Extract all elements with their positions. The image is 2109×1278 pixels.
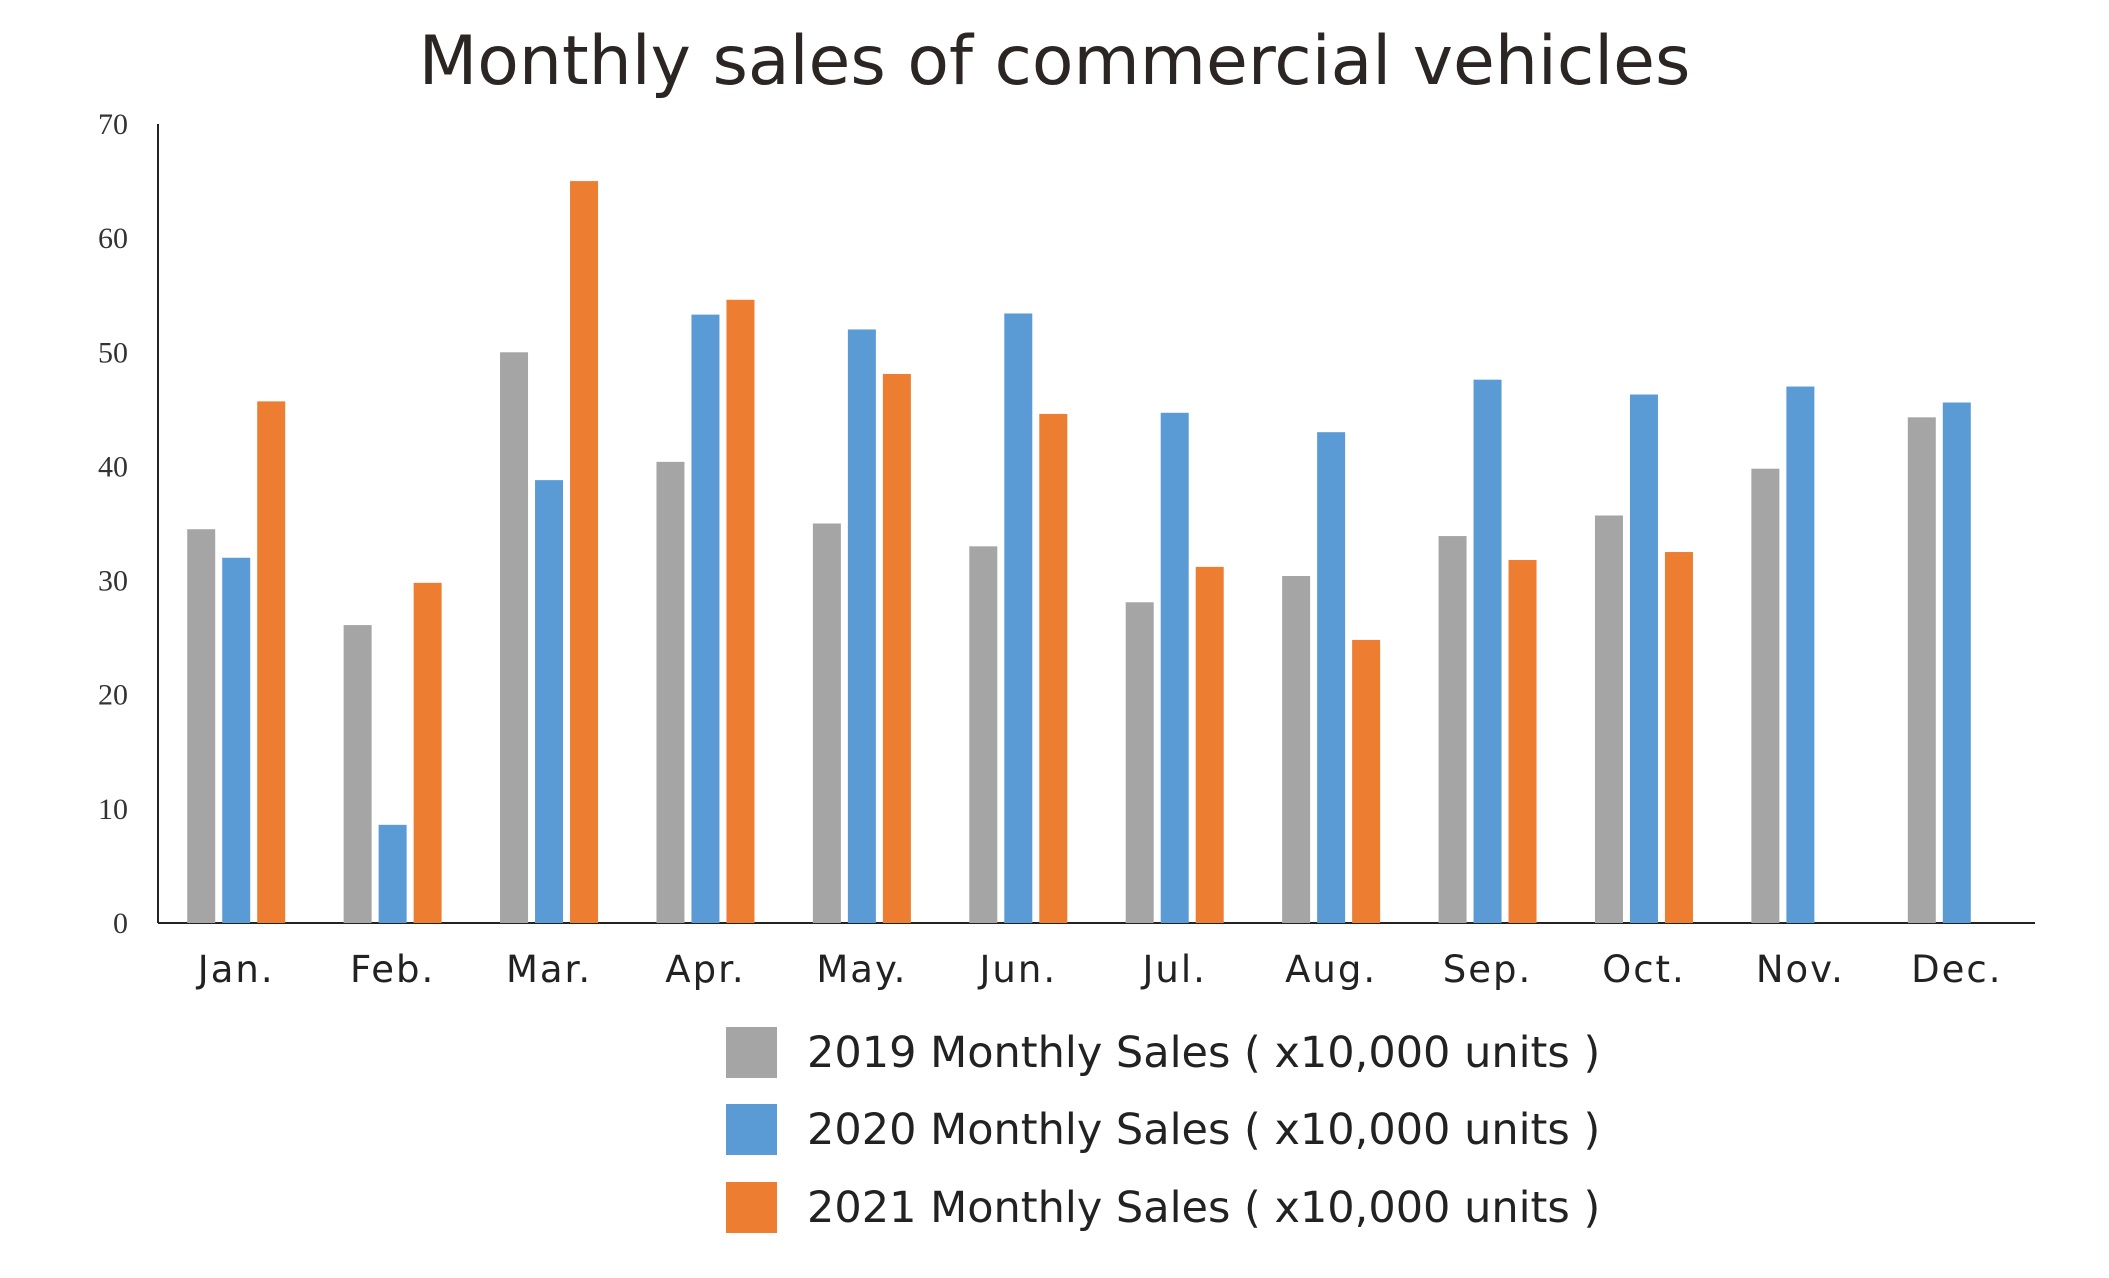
y-tick-label: 60 <box>98 222 128 255</box>
bar-jun-series-1 <box>1004 313 1033 923</box>
bar-oct-series-0 <box>1594 515 1623 923</box>
bar-sep-series-0 <box>1438 536 1467 923</box>
bar-may-series-0 <box>812 523 841 923</box>
x-tick-label: Mar. <box>506 948 592 991</box>
legend-label: 2020 Monthly Sales ( x10,000 units ) <box>807 1104 1601 1155</box>
x-tick-label: Sep. <box>1443 948 1533 991</box>
bar-apr-series-2 <box>726 299 755 923</box>
bar-feb-series-0 <box>343 625 372 923</box>
x-tick-label: May. <box>816 948 907 991</box>
bar-dec-series-0 <box>1907 417 1936 923</box>
bar-jan-series-0 <box>187 529 216 923</box>
bar-jun-series-0 <box>969 546 998 923</box>
bar-feb-series-2 <box>413 582 442 923</box>
bar-oct-series-2 <box>1664 552 1693 923</box>
legend-label: 2021 Monthly Sales ( x10,000 units ) <box>807 1182 1601 1233</box>
legend-swatch <box>726 1182 777 1233</box>
x-tick-label: Jul. <box>1141 948 1207 991</box>
bar-mar-series-2 <box>570 181 599 924</box>
x-tick-label: Oct. <box>1602 948 1686 991</box>
bar-sep-series-1 <box>1473 379 1502 923</box>
bar-apr-series-1 <box>691 314 720 924</box>
y-tick-label: 0 <box>113 907 128 940</box>
bar-mar-series-1 <box>535 480 564 923</box>
y-tick-label: 50 <box>98 336 128 369</box>
y-tick-label: 70 <box>98 108 128 141</box>
bar-feb-series-1 <box>378 824 407 923</box>
x-tick-label: Jun. <box>978 948 1058 991</box>
bar-dec-series-1 <box>1942 402 1971 924</box>
x-tick-label: Aug. <box>1285 948 1377 991</box>
x-tick-label: Jan. <box>196 948 275 991</box>
legend-swatch <box>726 1027 777 1078</box>
bar-jul-series-1 <box>1160 412 1189 923</box>
y-tick-label: 10 <box>98 793 128 826</box>
legend-item: 2020 Monthly Sales ( x10,000 units ) <box>726 1104 1600 1155</box>
bar-nov-series-0 <box>1751 468 1780 923</box>
bar-jun-series-2 <box>1039 413 1068 923</box>
legend-item: 2021 Monthly Sales ( x10,000 units ) <box>726 1182 1600 1233</box>
bar-jul-series-2 <box>1195 566 1224 923</box>
bar-jan-series-1 <box>222 557 251 923</box>
legend-label: 2019 Monthly Sales ( x10,000 units ) <box>807 1027 1601 1078</box>
bar-may-series-1 <box>847 329 876 923</box>
bar-may-series-2 <box>882 373 911 923</box>
bar-oct-series-1 <box>1629 394 1658 924</box>
bar-aug-series-1 <box>1317 432 1346 923</box>
y-tick-label: 40 <box>98 450 128 483</box>
chart-title: Monthly sales of commercial vehicles <box>418 22 1691 101</box>
x-tick-label: Feb. <box>350 948 435 991</box>
x-tick-label: Apr. <box>665 948 745 991</box>
bar-jan-series-2 <box>257 401 286 923</box>
bar-nov-series-1 <box>1786 386 1815 923</box>
bar-mar-series-0 <box>500 352 529 923</box>
bar-sep-series-2 <box>1508 560 1537 923</box>
x-tick-label: Nov. <box>1756 948 1845 991</box>
legend-item: 2019 Monthly Sales ( x10,000 units ) <box>726 1027 1600 1078</box>
bar-apr-series-0 <box>656 461 685 923</box>
bar-aug-series-0 <box>1282 576 1311 923</box>
legend-swatch <box>726 1104 777 1155</box>
x-tick-label: Dec. <box>1911 948 2002 991</box>
y-tick-label: 20 <box>98 679 128 712</box>
bar-aug-series-2 <box>1352 639 1381 923</box>
bar-jul-series-0 <box>1125 602 1154 923</box>
y-tick-label: 30 <box>98 565 128 598</box>
